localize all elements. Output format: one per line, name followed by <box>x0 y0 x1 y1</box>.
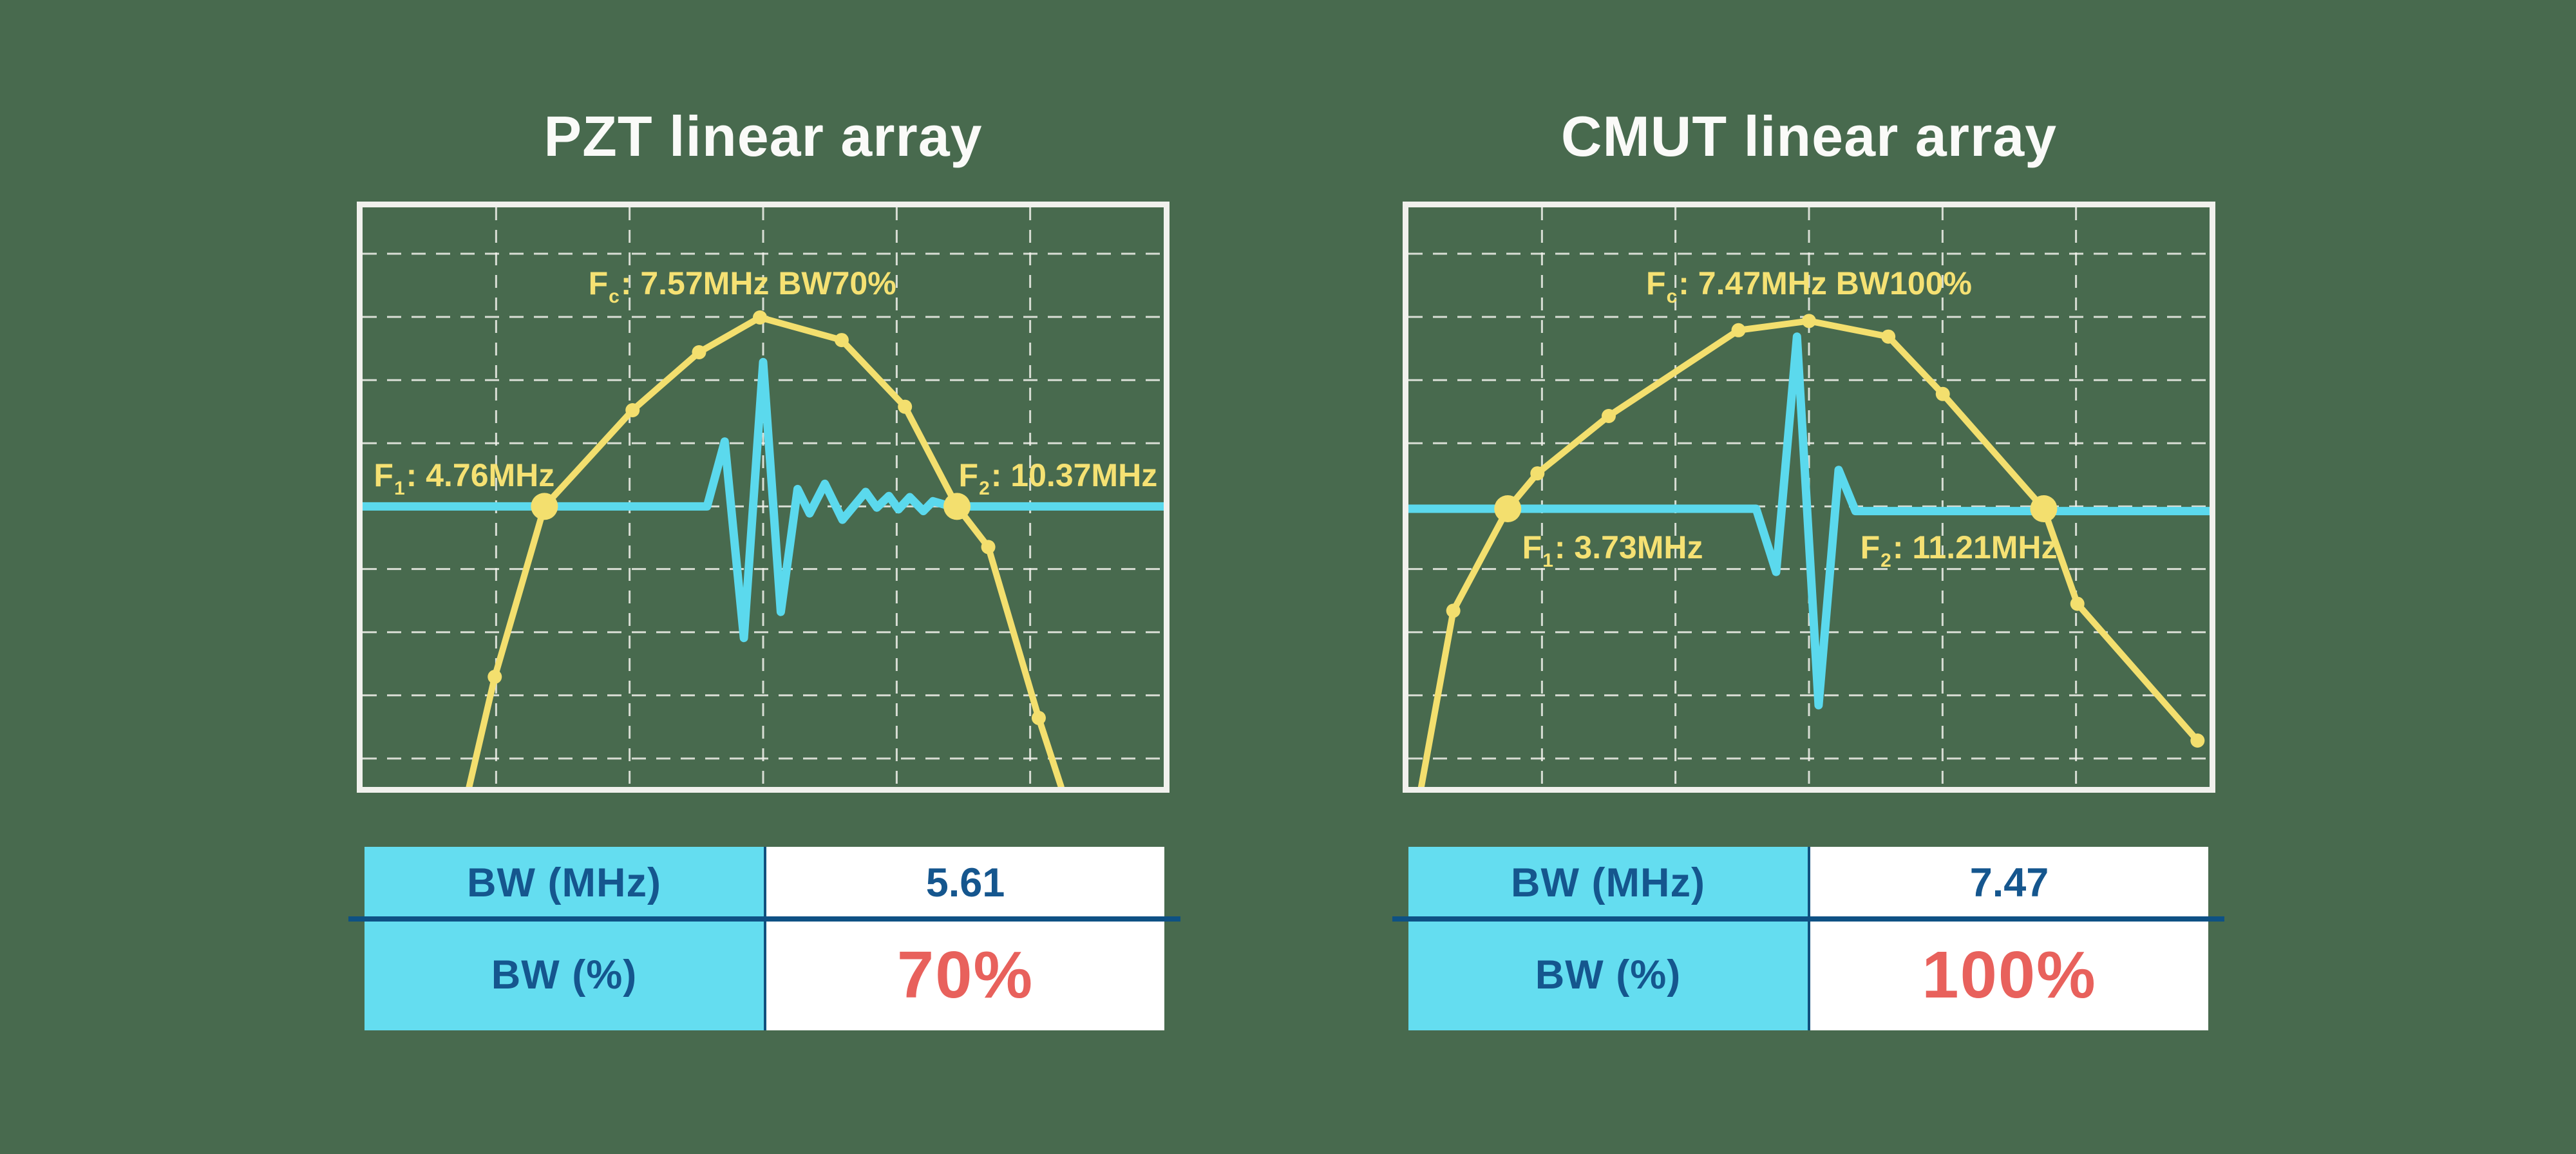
cmut-chart-svg <box>1408 207 2210 787</box>
cmut-f1-annotation: F1: 3.73MHz <box>1522 529 1703 571</box>
cmut-chart-title: CMUT linear array <box>1560 104 2058 168</box>
pzt-bw-pct-value: 70% <box>766 919 1164 1030</box>
data-point <box>753 310 768 325</box>
band-edge-point <box>943 493 971 520</box>
data-point <box>692 345 706 359</box>
pulse-echo-waveform <box>1408 332 2210 710</box>
cmut-bw-pct-value: 100% <box>1810 919 2208 1030</box>
data-point <box>1935 386 1950 401</box>
data-point <box>1602 409 1616 423</box>
cmut-bw-pct-label: BW (%) <box>1408 919 1810 1030</box>
data-point <box>488 670 502 684</box>
data-point <box>625 403 640 417</box>
band-edge-point <box>1494 495 1522 522</box>
cmut-chart-plot: Fc: 7.47MHz BW100% F1: 3.73MHz F2: 11.21… <box>1403 202 2215 793</box>
pulse-echo-waveform <box>363 357 1164 643</box>
data-point <box>2190 733 2205 748</box>
data-point <box>834 333 849 348</box>
pzt-summary-table: BW (MHz) 5.61 BW (%) 70% <box>365 847 1164 1030</box>
data-point <box>898 399 913 414</box>
pzt-chart-svg <box>363 207 1164 787</box>
data-point <box>981 540 996 554</box>
data-point <box>1731 323 1746 337</box>
cmut-summary-table: BW (MHz) 7.47 BW (%) 100% <box>1408 847 2208 1030</box>
band-edge-point <box>531 493 558 520</box>
data-point <box>2070 596 2085 611</box>
band-edge-point <box>2030 495 2058 522</box>
pzt-fc-annotation: Fc: 7.57MHz BW70% <box>588 265 896 307</box>
data-point <box>1031 710 1046 725</box>
pzt-bw-mhz-label: BW (MHz) <box>365 847 766 919</box>
data-point <box>1881 329 1896 344</box>
data-point <box>1446 603 1461 618</box>
cmut-f2-annotation: F2: 11.21MHz <box>1860 529 2058 571</box>
data-point <box>1802 314 1816 328</box>
pzt-bw-pct-label: BW (%) <box>365 919 766 1030</box>
pzt-f1-annotation: F1: 4.76MHz <box>374 457 555 499</box>
frequency-response-curve <box>466 314 1065 787</box>
pzt-chart-plot: Fc: 7.57MHz BW70% F1: 4.76MHz F2: 10.37M… <box>357 202 1170 793</box>
data-point <box>1530 466 1545 481</box>
cmut-fc-annotation: Fc: 7.47MHz BW100% <box>1646 265 1972 307</box>
cmut-table-divider <box>1392 916 2224 922</box>
cmut-bw-mhz-value: 7.47 <box>1810 847 2208 919</box>
pzt-f2-annotation: F2: 10.37MHz <box>958 457 1158 499</box>
pzt-chart-title: PZT linear array <box>544 104 983 168</box>
pzt-table-divider <box>348 916 1180 922</box>
frequency-response-curve <box>1417 317 2201 787</box>
cmut-bw-mhz-label: BW (MHz) <box>1408 847 1810 919</box>
pzt-bw-mhz-value: 5.61 <box>766 847 1164 919</box>
